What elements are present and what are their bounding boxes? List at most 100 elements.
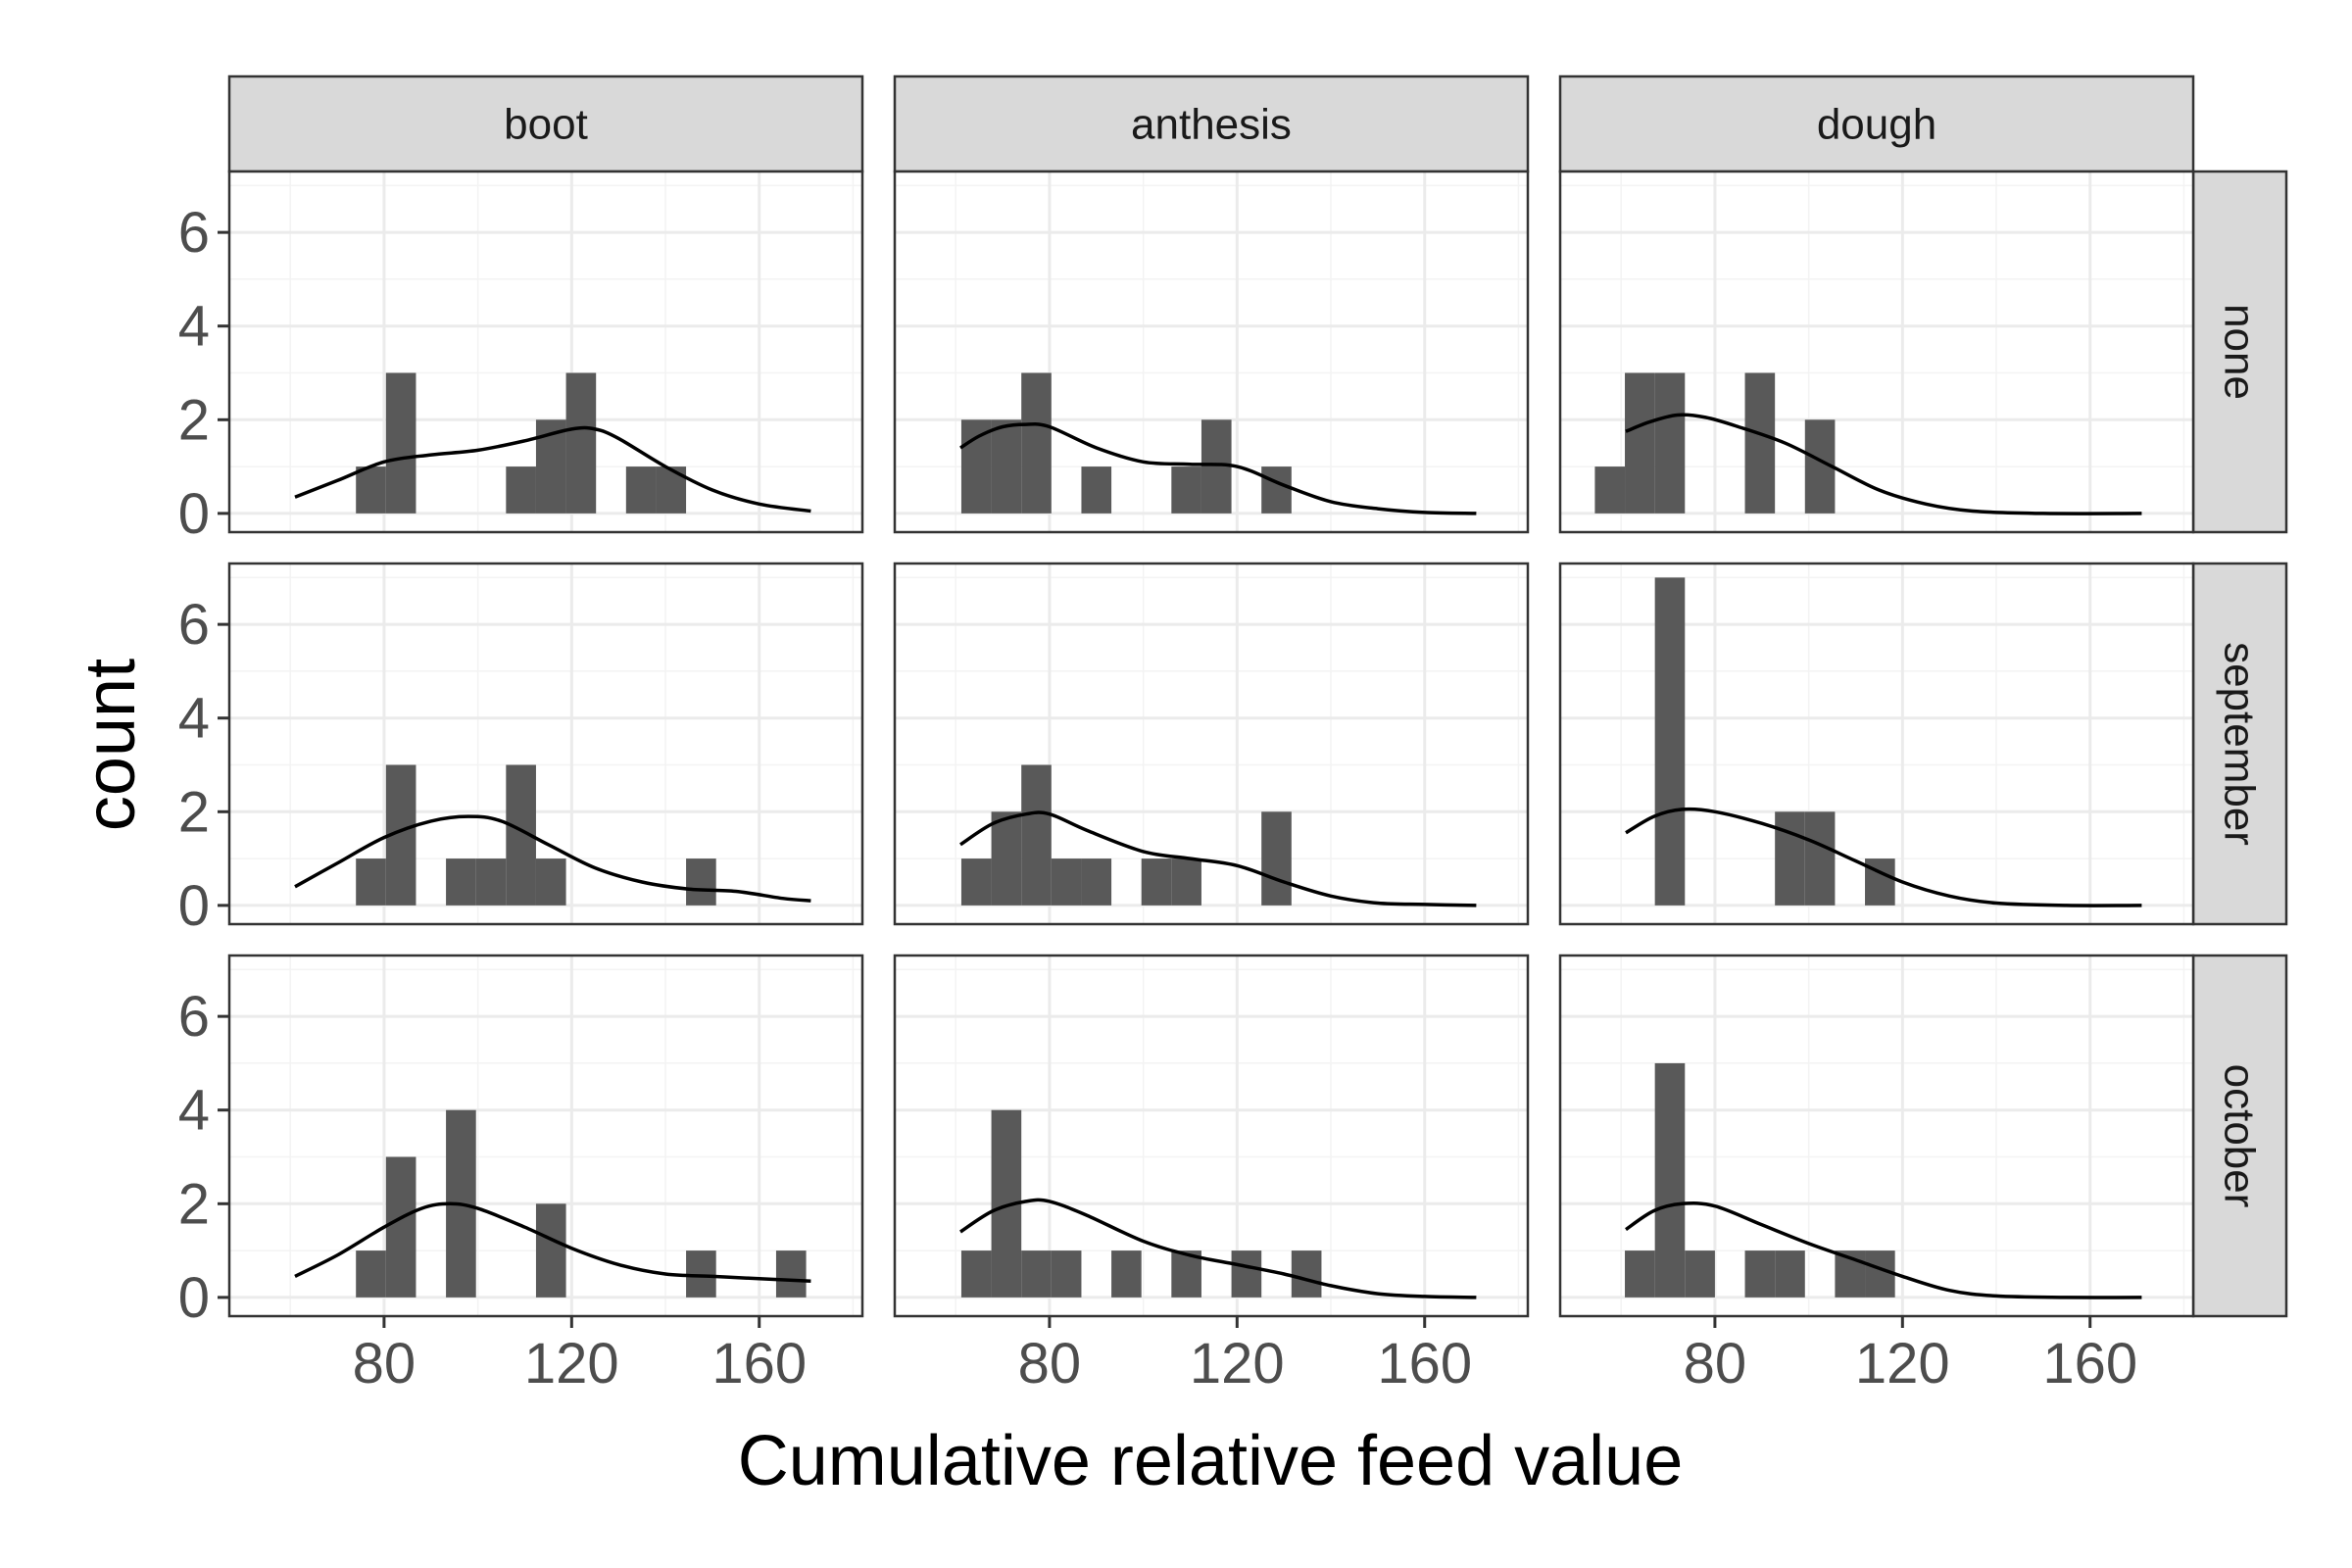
histogram-bar	[1021, 372, 1052, 514]
y-tick-label: 4	[178, 295, 210, 359]
row-strip-background	[2191, 170, 2288, 534]
density-curve	[1625, 1201, 2142, 1299]
histogram-bar	[1685, 1250, 1715, 1298]
histogram-bar	[356, 466, 386, 514]
y-tick-label: 0	[178, 874, 210, 938]
histogram-bar	[1744, 372, 1776, 514]
density-curve	[959, 422, 1477, 515]
y-axis-title: count	[72, 659, 150, 831]
histogram-bar	[1654, 372, 1686, 514]
y-tick-label: 0	[178, 1266, 210, 1330]
density-curve	[294, 425, 811, 514]
density-curve	[1625, 807, 2142, 907]
histogram-bar	[1111, 1250, 1142, 1298]
histogram-bar	[535, 858, 566, 906]
histogram-bar	[1081, 466, 1112, 514]
y-tick-label: 6	[178, 593, 210, 657]
row-strip-none: none	[2191, 170, 2288, 534]
histogram-bar	[1051, 858, 1082, 906]
panel-anthesis-none	[893, 170, 1530, 534]
row-strip-september: september	[2191, 562, 2288, 926]
panel-border	[1558, 170, 2195, 534]
histogram-bar	[1291, 1250, 1322, 1298]
panel-boot-october	[227, 954, 864, 1318]
histogram-bar	[1171, 466, 1201, 514]
x-tick-label: 160	[2042, 1332, 2137, 1396]
panel-dough-none	[1558, 170, 2195, 534]
histogram-bar	[446, 858, 476, 906]
panel-border	[1558, 562, 2195, 926]
row-strip-october: october	[2191, 954, 2288, 1318]
histogram-bar	[1654, 577, 1686, 906]
column-strip-label: boot	[504, 101, 588, 149]
panel-dough-october	[1558, 954, 2195, 1318]
panel-anthesis-september	[893, 562, 1530, 926]
panel-boot-september	[227, 562, 864, 926]
histogram-bar	[1865, 1250, 1895, 1298]
histogram-bar	[385, 1156, 416, 1298]
column-strip-label: anthesis	[1131, 101, 1292, 149]
histogram-bar	[775, 1250, 807, 1298]
histogram-bar	[1261, 811, 1292, 906]
histogram-bar	[1021, 764, 1052, 906]
histogram-bar	[1654, 1062, 1686, 1298]
histogram-bar	[1171, 858, 1201, 906]
panel-border	[1558, 954, 2195, 1318]
histogram-bar	[1081, 858, 1112, 906]
density-curve	[294, 1201, 811, 1283]
histogram-bar	[1021, 1250, 1052, 1298]
y-tick-label: 6	[178, 985, 210, 1049]
histogram-bar	[565, 372, 597, 514]
histogram-bar	[625, 466, 657, 514]
panel-border	[227, 170, 864, 534]
density-curve	[1625, 413, 2142, 515]
panel-anthesis-october	[893, 954, 1530, 1318]
column-strip-background	[227, 74, 864, 173]
panel-dough-september	[1558, 562, 2195, 926]
density-curve	[959, 1198, 1477, 1299]
density-curve	[294, 814, 811, 903]
histogram-bar	[535, 1203, 566, 1298]
y-tick-label: 2	[178, 780, 210, 844]
histogram-bar	[1141, 858, 1172, 906]
panel-border	[893, 170, 1530, 534]
histogram-bar	[1594, 466, 1626, 514]
histogram-bar	[960, 1250, 992, 1298]
y-tick-label: 4	[178, 687, 210, 751]
column-strip-dough: dough	[1558, 74, 2195, 173]
y-tick-label: 2	[178, 388, 210, 452]
x-tick-label: 160	[711, 1332, 807, 1396]
x-tick-label: 160	[1377, 1332, 1472, 1396]
x-tick-label: 120	[1190, 1332, 1285, 1396]
histogram-bar	[991, 419, 1022, 514]
density-curve	[959, 810, 1477, 907]
histogram-bar	[991, 811, 1022, 906]
row-strip-background	[2191, 562, 2288, 926]
histogram-bar	[1261, 466, 1292, 514]
histogram-bar	[1775, 1250, 1805, 1298]
column-strip-label: dough	[1817, 101, 1936, 149]
column-strip-anthesis: anthesis	[893, 74, 1530, 173]
x-tick-label: 120	[1855, 1332, 1950, 1396]
plot-layer: boot anthesis dough none september october 0 2 4…	[178, 74, 2288, 1396]
histogram-bar	[1744, 1250, 1776, 1298]
histogram-bar	[356, 858, 386, 906]
panel-border	[227, 562, 864, 926]
y-tick-label: 0	[178, 482, 210, 546]
row-strip-label: none	[2216, 304, 2264, 400]
histogram-bar	[506, 466, 536, 514]
panel-border	[893, 954, 1530, 1318]
column-strip-boot: boot	[227, 74, 864, 173]
histogram-bar	[1804, 811, 1836, 906]
row-strip-label: september	[2216, 642, 2264, 846]
x-tick-label: 120	[524, 1332, 619, 1396]
y-tick-label: 4	[178, 1079, 210, 1143]
histogram-bar	[1625, 1250, 1655, 1298]
column-strip-background	[1558, 74, 2195, 173]
histogram-bar	[1625, 372, 1655, 514]
x-tick-label: 80	[1684, 1332, 1747, 1396]
histogram-bar	[1051, 1250, 1082, 1298]
row-strip-label: october	[2216, 1064, 2264, 1208]
y-tick-label: 6	[178, 201, 210, 265]
